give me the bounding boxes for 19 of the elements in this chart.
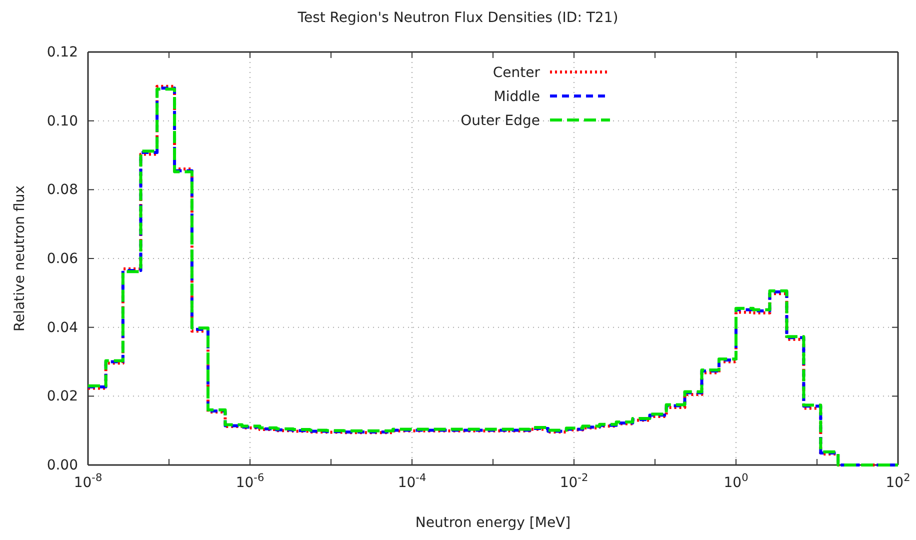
x-tick-label: 10$^{0}$ [724,472,748,491]
y-tick-label: 0.08 [46,182,78,198]
y-tick-label: 0.00 [46,457,78,474]
x-tick-label: 10$^{-4}$ [398,472,426,491]
x-tick-label: 10$^{2}$ [886,472,910,491]
y-axis-title: Relative neutron flux [12,185,28,332]
legend-label: Outer Edge [460,113,540,129]
x-tick-label: 10$^{-6}$ [236,472,264,491]
legend-label: Middle [494,89,540,105]
y-tick-label: 0.10 [46,113,78,130]
y-tick-label: 0.02 [46,388,78,405]
chart-title: Test Region's Neutron Flux Densities (ID: T21) [296,10,618,26]
legend-label: Center [492,65,540,81]
x-tick-label: 10$^{-2}$ [560,472,588,491]
y-tick-label: 0.12 [46,44,78,60]
y-tick-label: 0.04 [46,320,78,336]
y-tick-label: 0.06 [46,250,78,267]
x-tick-label: 10$^{-8}$ [74,472,102,491]
x-axis-title: Neutron energy [MeV] [415,515,571,531]
